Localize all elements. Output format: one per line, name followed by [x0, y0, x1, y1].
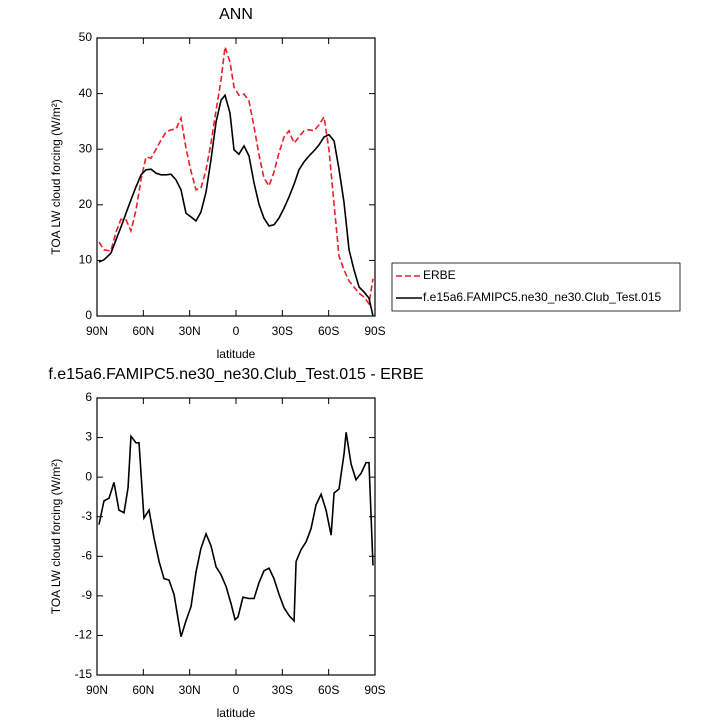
x-tick-label: 60S [318, 324, 339, 338]
y-tick-label: 0 [85, 469, 92, 483]
x-tick-label: 30N [179, 683, 201, 697]
y-tick-label: -3 [81, 509, 92, 523]
y-tick-label: 10 [79, 253, 93, 267]
y-axis-label: TOA LW cloud forcing (W/m²) [49, 459, 63, 615]
y-axis-label: TOA LW cloud forcing (W/m²) [49, 99, 63, 255]
plot-frame [96, 397, 376, 676]
x-axis-label: latitude [217, 347, 256, 361]
y-tick-label: 20 [79, 197, 93, 211]
x-tick-label: 90S [364, 324, 385, 338]
legend-label: ERBE [423, 268, 456, 282]
data-line [98, 46, 374, 306]
y-tick-label: 0 [85, 308, 92, 322]
data-line [98, 93, 374, 317]
x-tick-label: 90S [364, 683, 385, 697]
x-tick-label: 90N [86, 324, 108, 338]
x-tick-label: 60N [132, 324, 154, 338]
x-tick-label: 60S [318, 683, 339, 697]
x-tick-label: 30S [272, 324, 293, 338]
x-axis-label: latitude [217, 706, 256, 720]
y-tick-label: -6 [81, 548, 92, 562]
legend-box [391, 262, 681, 312]
x-tick-label: 30S [272, 683, 293, 697]
y-tick-label: 30 [79, 141, 93, 155]
y-tick-label: 3 [85, 430, 92, 444]
x-tick-label: 0 [233, 683, 240, 697]
chart-title: ANN [219, 6, 253, 23]
chart-title: f.e15a6.FAMIPC5.ne30_ne30.Club_Test.015 … [48, 366, 423, 383]
y-tick-label: -15 [75, 667, 93, 681]
x-tick-label: 0 [233, 324, 240, 338]
y-tick-label: -9 [81, 588, 92, 602]
y-tick-label: 6 [85, 390, 92, 404]
x-tick-label: 30N [179, 324, 201, 338]
x-tick-label: 60N [132, 683, 154, 697]
y-tick-label: 40 [79, 86, 93, 100]
data-line [98, 432, 374, 637]
x-tick-label: 90N [86, 683, 108, 697]
legend-label: f.e15a6.FAMIPC5.ne30_ne30.Club_Test.015 [423, 290, 661, 304]
y-tick-label: -12 [75, 628, 93, 642]
y-tick-label: 50 [79, 30, 93, 44]
plot-frame [96, 37, 376, 317]
